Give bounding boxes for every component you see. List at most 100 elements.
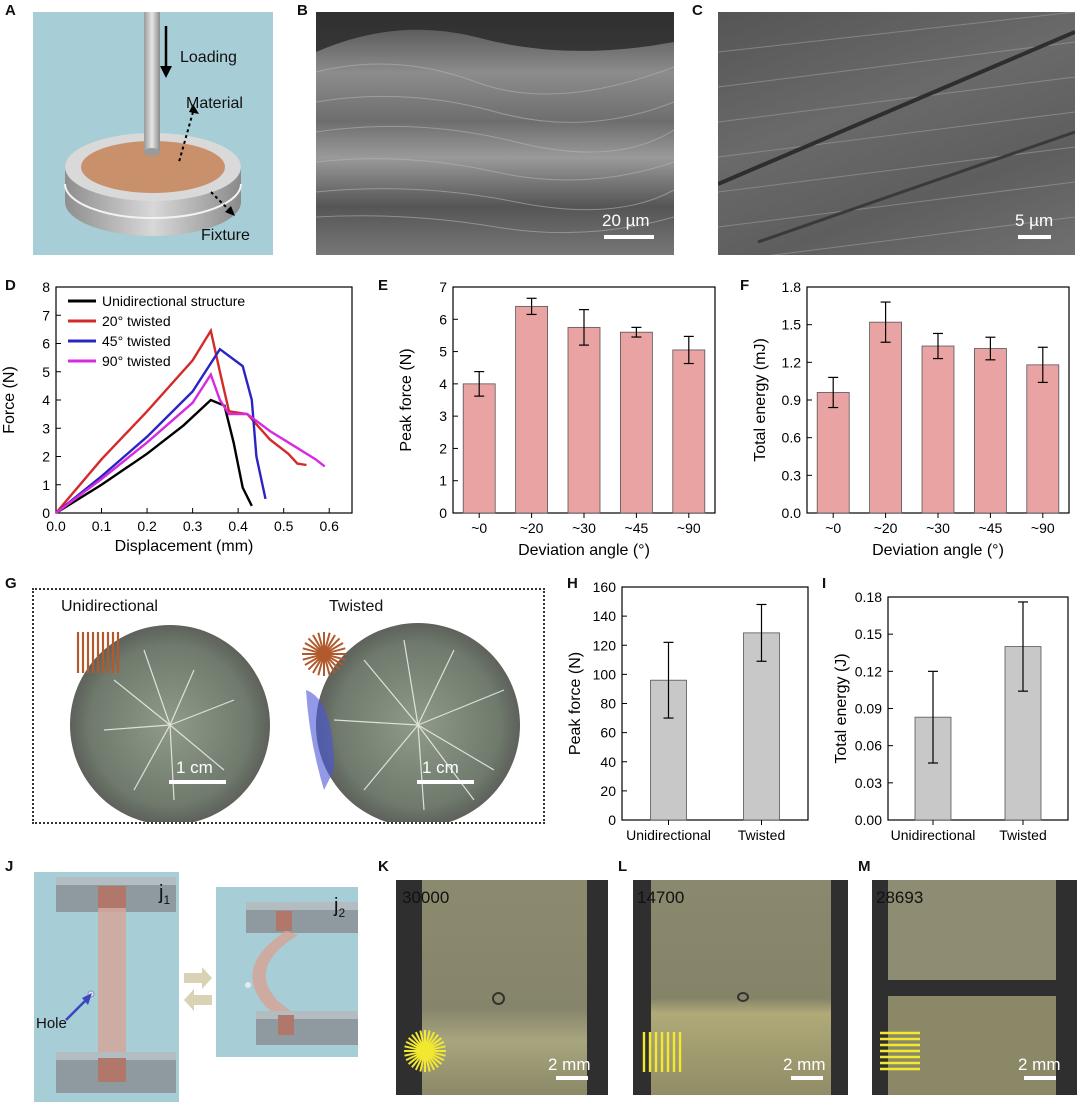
- j2-label: j2: [334, 895, 346, 920]
- y-tick-label: 0.03: [855, 775, 882, 791]
- sem-image-c: 5 µm: [718, 12, 1075, 255]
- bar: [672, 349, 706, 514]
- series-line: [55, 327, 307, 514]
- star-ray: [302, 647, 346, 661]
- panel-label-a: A: [5, 2, 16, 19]
- series-line: [55, 347, 267, 514]
- scale-bar-k: [556, 1076, 588, 1080]
- panel-label-f: F: [740, 277, 750, 294]
- scale-k-text: 2 mm: [548, 1055, 591, 1074]
- x-axis-label: Deviation angle (°): [872, 542, 1004, 559]
- y-tick-label: 5: [42, 364, 50, 380]
- scale-l-text: 2 mm: [783, 1055, 826, 1074]
- bar: [1026, 364, 1060, 514]
- y-axis-label: Peak force (N): [398, 348, 415, 451]
- panel-label-b: B: [297, 2, 308, 19]
- loading-arrow-icon: [160, 66, 172, 78]
- y-tick-label: 1.8: [782, 279, 802, 295]
- x-tick-label: ~90: [677, 520, 701, 536]
- scale-bar-g-left: [169, 780, 226, 784]
- chart-peak-force-angle: 0 1 2 3 4 5 6 7 Peak force (N) ~0 ~20 ~30 ~45 ~90 Devi…: [398, 279, 716, 559]
- scale-c-text: 5 µm: [1015, 211, 1054, 230]
- y-tick-label: 6: [439, 311, 447, 327]
- hole-arrow-icon: [82, 993, 92, 1005]
- y-tick-label: 7: [42, 307, 50, 323]
- chart-total-energy-structure: 0.00 0.03 0.06 0.09 0.12 0.15 0.18 Total energy…: [833, 589, 1069, 843]
- y-tick-label: 20: [600, 783, 616, 799]
- unidirectional-fiber-icon: [76, 632, 120, 673]
- y-tick-label: 120: [593, 637, 617, 653]
- twisted-title: Twisted: [329, 598, 384, 615]
- series-line: [55, 398, 253, 515]
- scale-b-text: 20 µm: [602, 211, 650, 230]
- plot-frame: [621, 586, 809, 821]
- y-tick-label: 0.0: [782, 505, 802, 521]
- y-tick-label: 0.18: [855, 589, 882, 605]
- panel-label-d: D: [5, 277, 16, 294]
- fixture-label: Fixture: [201, 227, 250, 244]
- y-tick-label: 0.09: [855, 701, 882, 717]
- x-tick-label: Unidirectional: [626, 827, 711, 843]
- y-tick-label: 0.00: [855, 812, 882, 828]
- legend-label: 45° twisted: [102, 333, 171, 349]
- panel-label-k: K: [378, 858, 389, 875]
- specimen-bent-illustration: j2: [216, 887, 358, 1057]
- y-tick-label: 80: [600, 696, 616, 712]
- y-tick-label: 0.12: [855, 663, 882, 679]
- x-tick-label: ~30: [572, 520, 596, 536]
- panel-label-g: G: [5, 575, 17, 592]
- bar: [567, 326, 601, 514]
- photo-m: 28693 2 mm: [872, 880, 1077, 1095]
- unidirectional-title: Unidirectional: [61, 598, 158, 615]
- x-tick-label: Unidirectional: [891, 827, 976, 843]
- y-tick-label: 3: [439, 408, 447, 424]
- chart-peak-force-structure: 0 20 40 60 80 100 120 140 160 Peak force (N) Unidi…: [567, 579, 809, 843]
- y-tick-label: 100: [593, 666, 617, 682]
- x-tick-label: 0.6: [319, 518, 339, 534]
- material-label: Material: [186, 95, 243, 112]
- bar: [869, 321, 902, 514]
- scale-g-right-text: 1 cm: [422, 758, 459, 777]
- chart-total-energy-angle: 0.0 0.3 0.6 0.9 1.2 1.5 1.8 Total energy (mJ) ~0…: [752, 279, 1070, 559]
- y-tick-label: 2: [439, 440, 447, 456]
- y-tick-label: 1.2: [782, 354, 802, 370]
- x-axis-label: Deviation angle (°): [518, 542, 650, 559]
- legend-label: Unidirectional structure: [102, 293, 245, 309]
- chart-force-displacement: 0 1 2 3 4 5 6 7 8 Force (N) 0.0 0.1 0.2 0.3 0.4 0.5 0.6 D…: [1, 279, 353, 555]
- scale-g-left-text: 1 cm: [176, 758, 213, 777]
- photo-l: 14700 2 mm: [633, 880, 848, 1095]
- x-tick-label: ~45: [979, 520, 1003, 536]
- y-tick-label: 160: [593, 579, 617, 595]
- y-tick-label: 5: [439, 344, 447, 360]
- x-tick-label: 0.2: [137, 518, 157, 534]
- bar: [921, 345, 955, 514]
- series-line: [55, 371, 326, 514]
- transverse-pattern-icon-m: [880, 1031, 920, 1071]
- cycle-count-m: 28693: [876, 888, 924, 907]
- panel-label-c: C: [692, 2, 703, 19]
- x-axis-label: Displacement (mm): [115, 538, 254, 555]
- material-arrow-icon: [189, 104, 199, 114]
- x-tick-label: ~90: [1031, 520, 1055, 536]
- cycle-count-l: 14700: [637, 888, 685, 907]
- y-tick-label: 140: [593, 608, 617, 624]
- y-tick-label: 60: [600, 725, 616, 741]
- y-tick-label: 7: [439, 279, 447, 295]
- material-disc: [81, 141, 225, 193]
- x-tick-label: 0.5: [274, 518, 294, 534]
- scale-bar-b: [604, 235, 654, 239]
- star-ray: [404, 1045, 446, 1057]
- j1-label: j1: [159, 882, 171, 907]
- legend-label: 90° twisted: [102, 353, 171, 369]
- y-axis-label: Force (N): [1, 366, 18, 434]
- y-tick-label: 0: [42, 505, 50, 521]
- y-tick-label: 2: [42, 449, 50, 465]
- x-tick-label: ~30: [926, 520, 950, 536]
- y-tick-label: 1.5: [782, 317, 802, 333]
- y-axis-label: Total energy (mJ): [752, 338, 769, 462]
- y-axis-label: Peak force (N): [567, 652, 584, 755]
- loading-rod: [144, 12, 160, 152]
- y-tick-label: 4: [439, 376, 447, 392]
- y-tick-label: 0.15: [855, 626, 882, 642]
- bar: [743, 632, 780, 821]
